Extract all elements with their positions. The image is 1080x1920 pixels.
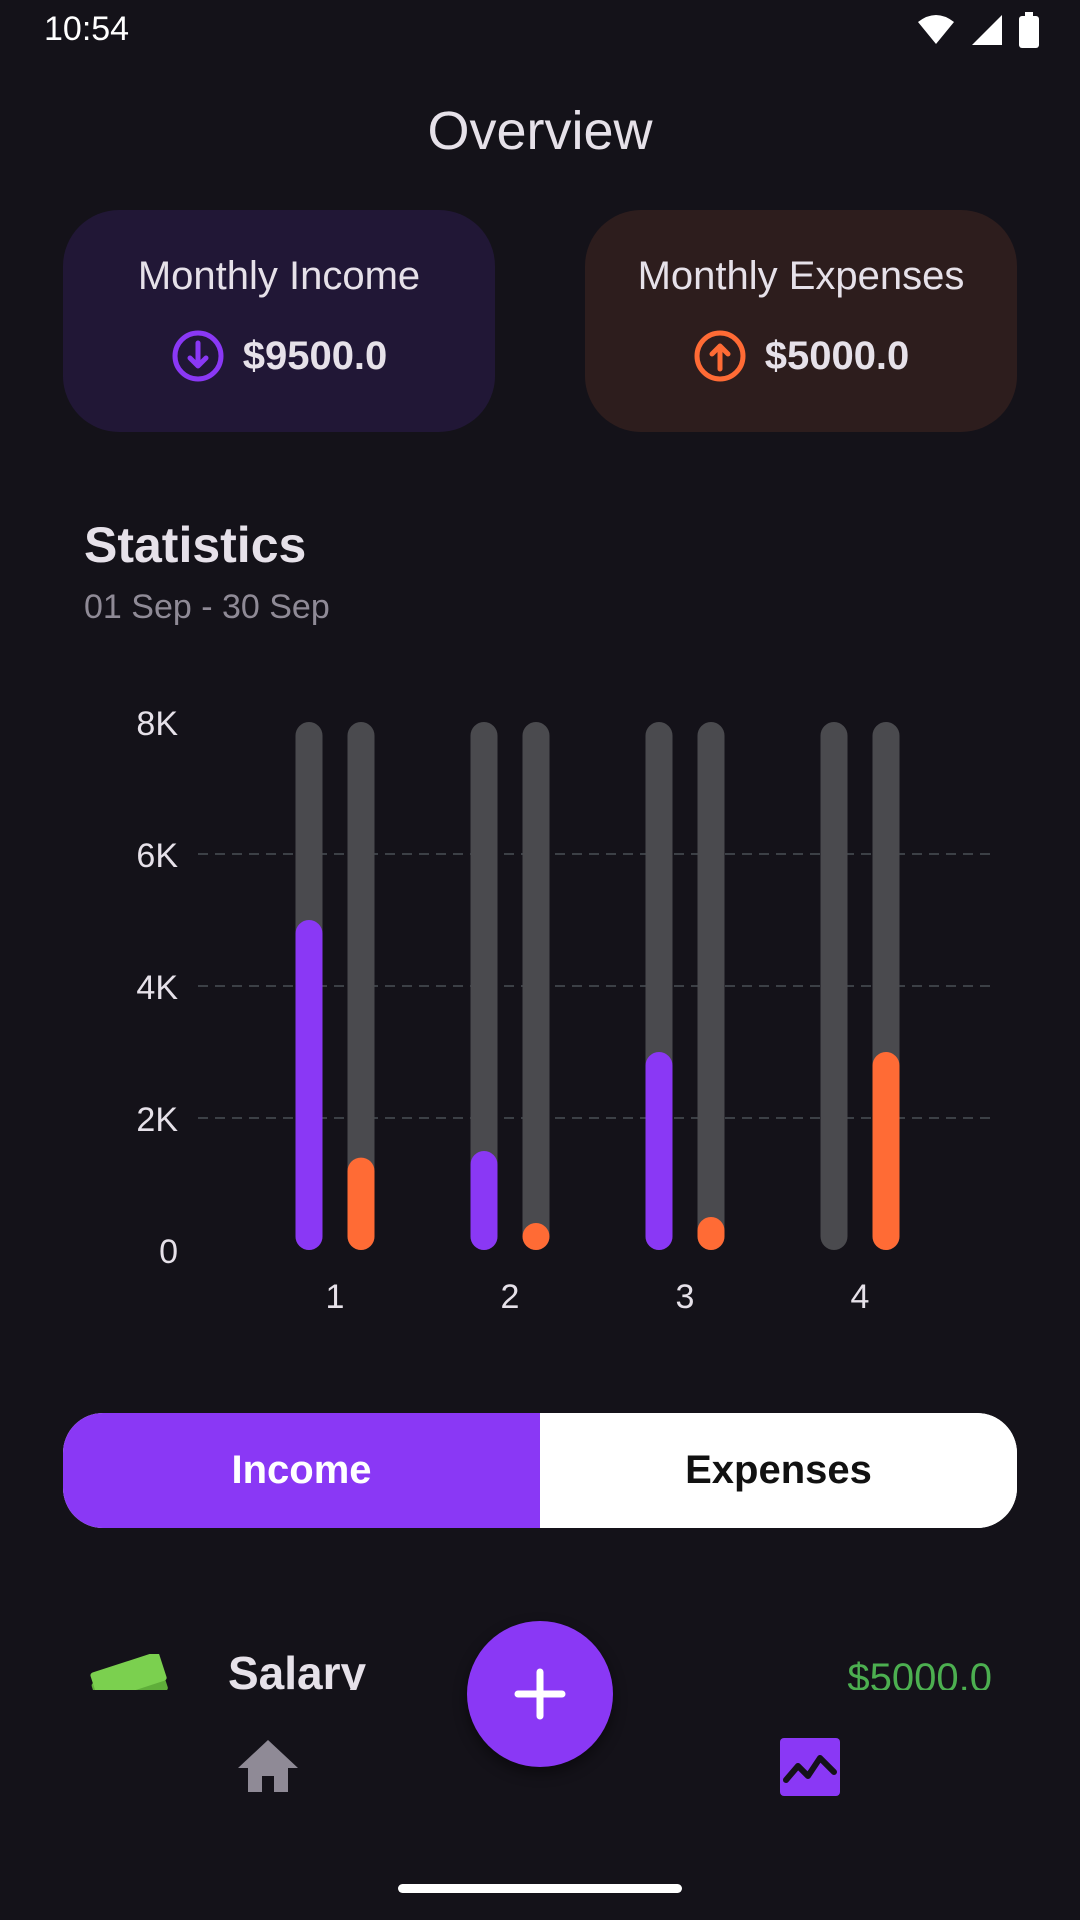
income-expenses-toggle[interactable]: Income Expenses [63,1413,1017,1528]
x-tick-label: 2 [501,1278,520,1316]
bar-expenses [523,1223,550,1250]
signal-icon [970,13,1004,47]
statistics-date-range: 01 Sep - 30 Sep [84,588,330,627]
monthly-expenses-label: Monthly Expenses [585,254,1017,299]
page-title: Overview [0,100,1080,162]
wifi-icon [916,14,956,46]
status-time: 10:54 [44,10,129,49]
nav-stats[interactable] [780,1738,840,1801]
nav-home[interactable] [236,1738,300,1799]
bar-income [646,1052,673,1250]
y-tick-label: 4K [136,969,178,1007]
home-indicator [398,1884,682,1893]
transaction-amount: $5000.0 [847,1656,992,1690]
add-transaction-button[interactable] [467,1621,613,1767]
bar-expenses [873,1052,900,1250]
monthly-income-label: Monthly Income [63,254,495,299]
monthly-expenses-value: $5000.0 [765,334,910,379]
stats-icon [780,1738,840,1796]
bar-income [296,920,323,1250]
monthly-income-card: Monthly Income $9500.0 [63,210,495,432]
battery-icon [1018,12,1040,48]
status-bar: 10:54 [0,0,1080,60]
y-tick-label: 0 [159,1233,178,1271]
transaction-title: Salary [228,1646,366,1690]
tab-expenses[interactable]: Expenses [540,1413,1017,1528]
bar-expenses [698,1217,725,1250]
y-tick-label: 8K [136,705,178,743]
bar-track [821,722,848,1250]
monthly-income-value: $9500.0 [243,334,388,379]
x-tick-label: 1 [326,1278,345,1316]
x-tick-label: 4 [851,1278,870,1316]
tab-income[interactable]: Income [63,1413,540,1528]
statistics-title: Statistics [84,516,306,574]
monthly-expenses-card: Monthly Expenses $5000.0 [585,210,1017,432]
y-tick-label: 6K [136,837,178,875]
bar-track [698,722,725,1250]
status-icons [916,12,1040,48]
bar-income [471,1151,498,1250]
x-tick-label: 3 [676,1278,695,1316]
money-icon [88,1654,172,1690]
home-icon [236,1738,300,1794]
arrow-up-circle-icon [693,329,747,383]
statistics-chart: 0 2K 4K 6K 8K 1 2 3 4 [0,680,1080,1340]
bar-track [523,722,550,1250]
arrow-down-circle-icon [171,329,225,383]
y-tick-label: 2K [136,1101,178,1139]
bar-expenses [348,1158,375,1250]
plus-icon [514,1668,566,1720]
